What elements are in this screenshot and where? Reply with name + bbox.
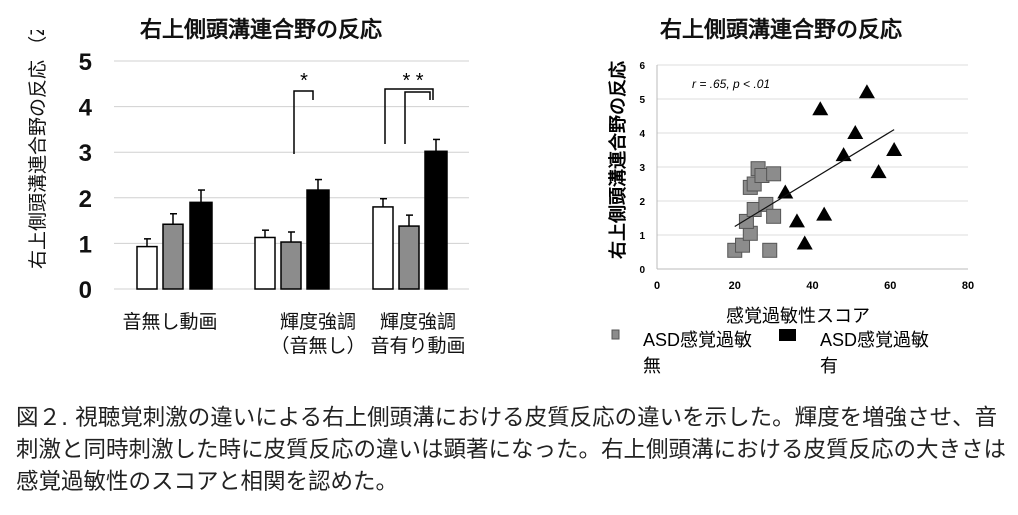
point-triangle (870, 164, 887, 179)
x-tick-label: 60 (884, 280, 896, 292)
point-triangle (847, 125, 864, 139)
y-tick-label: 1 (79, 231, 92, 258)
significance-bracket (404, 91, 431, 144)
bar-black (189, 201, 213, 290)
x-tick-label: 20 (729, 280, 741, 292)
legend-label: ASD感覚過敏 (820, 330, 929, 350)
point-triangle (812, 101, 829, 116)
category-label: 音無し動画 (122, 311, 217, 333)
bar-white (136, 245, 158, 290)
y-tick-label: 3 (79, 140, 92, 167)
y-tick-label: 0 (79, 277, 92, 304)
figure-caption: 図２. 視聴覚刺激の違いによる右上側頭溝における皮質反応の違いを示した。輝度を増… (16, 405, 1007, 495)
y-axis-label: 右上側頭溝連合野の反応 （Z-score） (27, 30, 49, 269)
point-triangle (835, 147, 852, 162)
legend-label: 有 (820, 356, 838, 376)
y-tick-label: 6 (639, 61, 645, 72)
point-triangle (886, 142, 903, 156)
y-tick-label: 5 (79, 49, 92, 76)
bar-black (424, 150, 448, 290)
category-label: 音有り動画 (370, 335, 465, 357)
y-tick-label: 2 (79, 186, 92, 213)
point-triangle (816, 206, 833, 221)
significance-bracket (293, 90, 314, 154)
point-triangle (777, 184, 794, 199)
point-square (762, 242, 778, 258)
category-label: 輝度強調 (280, 311, 356, 333)
y-tick-label: 2 (639, 197, 645, 208)
bar-gray (162, 223, 184, 290)
category-label: （音無し） (270, 335, 365, 357)
point-square (758, 196, 774, 212)
significance-label: * * (402, 70, 423, 92)
point-triangle (788, 213, 805, 228)
bar-chart: 0 1 2 3 4 5 右上側頭溝連合野の反応 （Z-score） * * * 音無し動画 輝度強調… (27, 30, 469, 357)
y-tick-label: 4 (79, 95, 93, 122)
legend-label: 無 (643, 356, 661, 376)
bar-white (254, 236, 276, 290)
point-square (735, 237, 751, 253)
significance-label: * (300, 70, 308, 92)
legend-label: ASD感覚過敏 (643, 330, 752, 350)
y-tick-label: 5 (639, 95, 645, 106)
y-tick-label: 0 (639, 265, 645, 276)
legend-swatch-black (779, 329, 796, 341)
bar-black (306, 189, 330, 290)
y-tick-label: 3 (639, 163, 645, 174)
category-label: 輝度強調 (380, 311, 456, 333)
bar-gray (398, 225, 420, 290)
x-tick-label: 80 (962, 280, 974, 292)
y-tick-label: 1 (639, 231, 645, 242)
x-axis-label: 感覚過敏性スコア (726, 306, 870, 326)
x-tick-label: 40 (806, 280, 818, 292)
point-square (766, 166, 782, 182)
point-square (766, 208, 782, 224)
y-axis-label: 右上側頭溝連合野の反応 (607, 61, 628, 259)
x-tick-label: 0 (654, 280, 660, 292)
bar-gray (280, 241, 302, 290)
bar-chart-title: 右上側頭溝連合野の反応 (140, 18, 383, 43)
significance-bracket (384, 88, 434, 144)
point-triangle (796, 235, 813, 250)
bar-white (372, 206, 394, 290)
scatter-chart-title: 右上側頭溝連合野の反応 (660, 18, 903, 43)
trendline (734, 129, 895, 228)
y-tick-label: 4 (639, 129, 645, 140)
correlation-annotation: r = .65, p < .01 (692, 77, 770, 91)
legend-swatch-gray (611, 329, 620, 340)
point-triangle (858, 84, 875, 99)
